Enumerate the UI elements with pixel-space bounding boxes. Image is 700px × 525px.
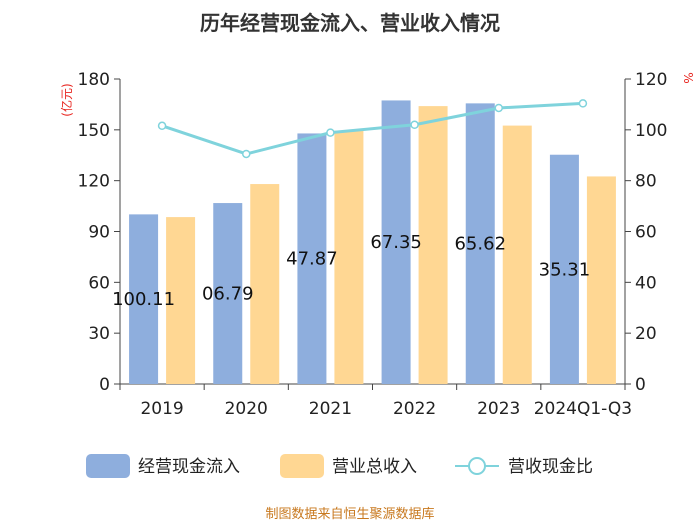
cash-inflow-bar	[297, 133, 327, 384]
ratio-line-point	[157, 121, 167, 131]
revenue-bar	[334, 130, 364, 384]
revenue-bar	[166, 217, 196, 384]
legend-item-revenue[interactable]: 营业总收入	[280, 454, 417, 478]
cash-inflow-bar	[381, 100, 411, 384]
x-axis-tick-label: 2021	[309, 399, 352, 419]
right-axis-tick-label: 60	[635, 223, 657, 243]
legend-item-cash-inflow[interactable]: 经营现金流入	[86, 454, 240, 478]
left-axis-tick-label: 90	[88, 223, 110, 243]
x-axis-tick-label: 2022	[393, 399, 436, 419]
legend-swatch	[86, 454, 130, 478]
right-axis-tick-label: 80	[635, 172, 657, 192]
left-axis-tick-label: 120	[78, 172, 110, 192]
ratio-line-point	[326, 128, 335, 137]
legend-label: 经营现金流入	[138, 457, 240, 477]
ratio-line-point	[242, 149, 251, 159]
bars	[129, 100, 616, 384]
x-axis-tick-label: 2024Q1-Q3	[534, 399, 632, 419]
source-note: 制图数据来自恒生聚源数据库	[265, 506, 434, 522]
legend-label: 营业总收入	[332, 457, 417, 477]
ratio-line-point	[494, 103, 503, 113]
left-axis-tick-label: 150	[78, 121, 110, 141]
revenue-bar	[586, 176, 616, 384]
ratio-line-path	[161, 101, 583, 156]
revenue-bar	[250, 184, 280, 384]
cash-inflow-bar	[465, 103, 495, 384]
revenue-bar	[418, 106, 448, 384]
right-axis-tick-label: 120	[635, 70, 667, 90]
cash-inflow-bar	[213, 203, 243, 384]
revenue-bar	[502, 125, 532, 384]
legend-label: 营收现金比	[508, 457, 593, 477]
left-axis-tick-label: 30	[88, 324, 110, 344]
ratio-line-point	[410, 120, 419, 129]
cash-inflow-data-label: 65.62	[454, 234, 506, 255]
ratio-line	[157, 99, 588, 159]
right-axis-tick-label: 20	[635, 324, 657, 344]
cash-inflow-bar	[549, 154, 579, 384]
left-axis-unit: (亿元)	[59, 83, 74, 116]
cash-inflow-bar	[129, 214, 159, 384]
right-axis-tick-label: 40	[635, 273, 657, 293]
left-axis-tick-label: 60	[88, 273, 110, 293]
x-axis-tick-label: 2020	[225, 399, 268, 419]
right-axis-tick-label: 100	[635, 121, 667, 141]
ratio-line-point	[578, 99, 588, 108]
right-axis-unit: %	[681, 72, 695, 83]
right-axis-tick-label: 0	[635, 375, 646, 395]
cash-inflow-data-label: 67.35	[370, 232, 422, 253]
cash-inflow-data-label: 100.11	[112, 289, 175, 310]
legend[interactable]: 经营现金流入 营业总收入 营收现金比	[86, 454, 593, 478]
cash-inflow-data-label: 06.79	[202, 284, 254, 305]
legend-item-ratio[interactable]: 营收现金比	[455, 457, 593, 477]
left-axis-tick-label: 0	[99, 375, 110, 395]
legend-swatch	[280, 454, 324, 478]
x-axis-tick-label: 2023	[477, 399, 520, 419]
axes: 0 30 60 90 120 150 180 0 20 40 60 80 100 120 2019 2020 2…	[78, 70, 668, 419]
cash-inflow-data-label: 35.31	[539, 259, 591, 280]
left-axis-tick-label: 180	[78, 70, 110, 90]
cash-inflow-data-label: 47.87	[286, 249, 338, 270]
x-axis-tick-label: 2019	[140, 399, 183, 419]
legend-swatch-marker	[468, 457, 486, 475]
bar-labels: 100.11 06.79 47.87 67.35 65.62 35.31	[112, 232, 590, 310]
chart-title: 历年经营现金流入、营业收入情况	[200, 11, 500, 35]
